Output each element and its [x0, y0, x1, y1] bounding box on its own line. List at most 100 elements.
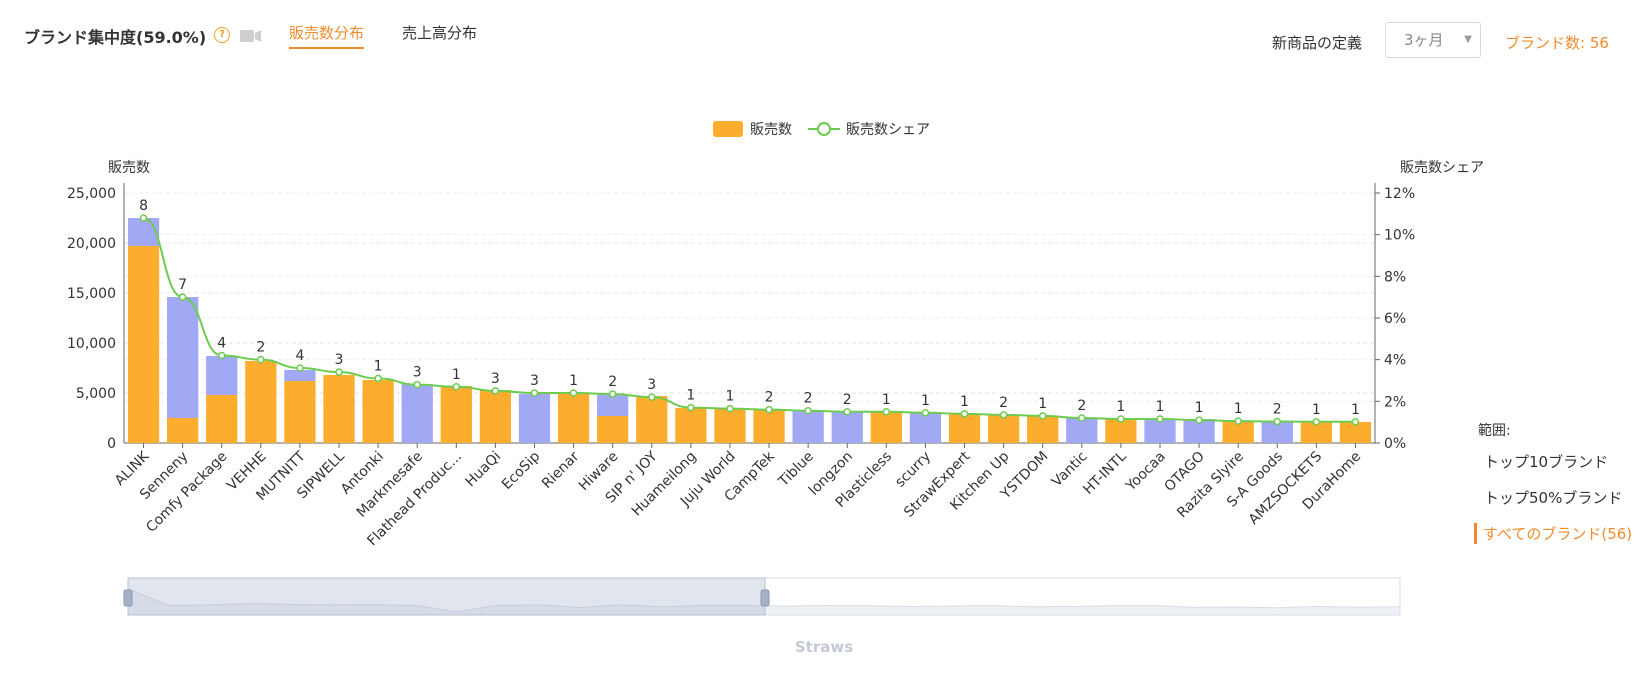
share-point	[1038, 412, 1047, 420]
share-point	[1078, 414, 1086, 422]
share-point	[1234, 417, 1242, 425]
brand-count: ブランド数: 56	[1505, 34, 1609, 52]
bar-sales-orange	[1300, 422, 1332, 443]
share-point	[1273, 417, 1282, 426]
x-tick-label: Yoocaa	[1122, 449, 1168, 495]
bar-sales-orange	[714, 409, 746, 443]
share-point	[608, 390, 617, 398]
bar-sales-orange	[1222, 421, 1254, 443]
help-icon[interactable]: ?	[214, 27, 230, 43]
y-right-tick-label: 4%	[1384, 353, 1406, 369]
share-point	[335, 368, 343, 376]
y-left-tick-label: 10,000	[67, 336, 116, 352]
bar-sales-purple	[831, 411, 863, 443]
data-label: 1	[1195, 400, 1204, 416]
y-left-tick-label: 5,000	[76, 386, 116, 402]
new-product-definition-label: 新商品の定義	[1272, 34, 1363, 52]
bar-sales-purple	[1066, 418, 1098, 443]
y-right-tick-label: 6%	[1384, 311, 1406, 327]
share-point	[491, 387, 500, 395]
data-label: 2	[999, 395, 1008, 411]
bar-sales-purple	[1261, 422, 1293, 443]
chevron-down-icon: ▼	[1464, 34, 1472, 45]
y-right-tick-label: 12%	[1384, 186, 1415, 202]
data-label: 4	[217, 336, 226, 352]
data-label: 1	[882, 392, 891, 408]
data-label: 2	[843, 392, 852, 408]
share-point	[1195, 416, 1203, 424]
range-option-all[interactable]: すべてのブランド(56)	[1474, 523, 1632, 544]
y-left-tick-label: 15,000	[67, 286, 116, 302]
y-right-tick-label: 10%	[1384, 228, 1415, 244]
range-option-top10[interactable]: トップ10ブランド	[1484, 453, 1609, 471]
data-label: 1	[1156, 399, 1165, 415]
share-point	[960, 410, 969, 418]
x-tick-label: EcoSip	[499, 448, 543, 492]
data-label: 3	[491, 371, 500, 387]
tab-sales-distribution[interactable]: 販売数分布	[289, 22, 365, 49]
data-label: 8	[139, 198, 148, 214]
share-point	[296, 364, 304, 372]
share-point	[687, 403, 695, 412]
x-tick-label: HT-INTL	[1080, 448, 1129, 497]
share-point	[139, 214, 148, 222]
data-label: 1	[1038, 396, 1047, 412]
data-label: 1	[1234, 401, 1243, 417]
definition-select[interactable]: 3ヶ月 ▼	[1385, 22, 1481, 58]
data-label: 2	[256, 340, 265, 356]
bar-sales-orange	[870, 412, 902, 443]
share-point	[882, 408, 891, 416]
share-point	[1351, 418, 1360, 426]
data-label: 2	[765, 390, 774, 406]
bar-sales-orange	[245, 361, 277, 443]
bar-sales-orange	[597, 416, 629, 443]
share-point	[257, 355, 265, 364]
bar-sales-purple	[518, 394, 551, 443]
data-label: 3	[647, 377, 656, 393]
bar-sales-orange	[1339, 422, 1372, 443]
tab-revenue-distribution[interactable]: 売上高分布	[402, 24, 478, 42]
bar-sales-orange	[362, 380, 394, 443]
range-title: 範囲:	[1478, 423, 1511, 439]
data-label: 2	[608, 374, 617, 390]
bar-sales-purple	[401, 384, 433, 443]
bar-sales-orange	[1105, 419, 1137, 443]
range-option-top50[interactable]: トップ50%ブランド	[1484, 489, 1623, 507]
share-point	[648, 393, 656, 401]
page-title: ブランド集中度(59.0%)	[24, 28, 207, 47]
data-label: 1	[452, 367, 461, 383]
share-line	[143, 217, 1356, 423]
bar-sales-orange	[753, 410, 785, 443]
legend-label-sales: 販売数	[750, 122, 792, 138]
bar-sales-orange	[675, 408, 707, 443]
data-label: 1	[960, 394, 969, 410]
share-point	[413, 380, 421, 389]
zoom-handle[interactable]	[123, 589, 133, 607]
data-label: 1	[1312, 402, 1321, 418]
data-label: 3	[335, 352, 344, 368]
bar-sales-orange	[987, 415, 1020, 443]
y-left-tick-label: 20,000	[67, 236, 116, 252]
bar-sales-orange	[636, 396, 668, 443]
y-axis-right-title: 販売数シェア	[1400, 160, 1484, 176]
bar-sales-orange	[948, 414, 981, 443]
bar-sales-orange	[440, 386, 472, 443]
top-bar: ブランド集中度(59.0%) ? 販売数分布 売上高分布 新商品の定義 3ヶ月 …	[0, 0, 1648, 70]
data-label: 1	[1351, 402, 1360, 418]
bar-sales-purple	[792, 411, 824, 443]
video-icon[interactable]	[240, 29, 262, 43]
data-label: 1	[1116, 399, 1125, 415]
share-point	[765, 405, 773, 414]
share-point	[726, 404, 734, 413]
share-point	[804, 406, 812, 415]
y-right-tick-label: 2%	[1384, 394, 1406, 410]
bar-sales-orange	[167, 418, 199, 443]
data-label: 2	[804, 391, 813, 407]
bar-sales-purple	[909, 413, 942, 443]
share-point	[569, 389, 578, 397]
share-point	[452, 383, 461, 391]
zoom-handle[interactable]	[760, 589, 770, 607]
data-label: 1	[725, 389, 734, 405]
legend-marker-share	[817, 122, 831, 136]
bar-sales-orange	[479, 390, 512, 443]
